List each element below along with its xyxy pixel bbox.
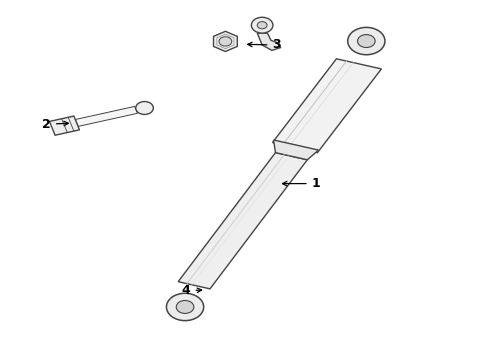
Circle shape xyxy=(257,22,267,29)
Circle shape xyxy=(358,35,375,48)
Circle shape xyxy=(176,301,194,314)
Polygon shape xyxy=(49,116,79,135)
Polygon shape xyxy=(75,107,138,126)
Polygon shape xyxy=(273,140,318,160)
Circle shape xyxy=(136,102,153,114)
Polygon shape xyxy=(178,153,307,289)
Circle shape xyxy=(219,37,232,46)
Text: 3: 3 xyxy=(248,39,281,51)
Circle shape xyxy=(348,27,385,55)
Polygon shape xyxy=(272,59,381,153)
Circle shape xyxy=(251,17,273,33)
Text: 1: 1 xyxy=(283,177,320,190)
Text: 4: 4 xyxy=(182,284,201,297)
Polygon shape xyxy=(214,31,237,51)
Circle shape xyxy=(167,293,204,321)
Polygon shape xyxy=(257,33,281,50)
Text: 2: 2 xyxy=(42,118,68,131)
